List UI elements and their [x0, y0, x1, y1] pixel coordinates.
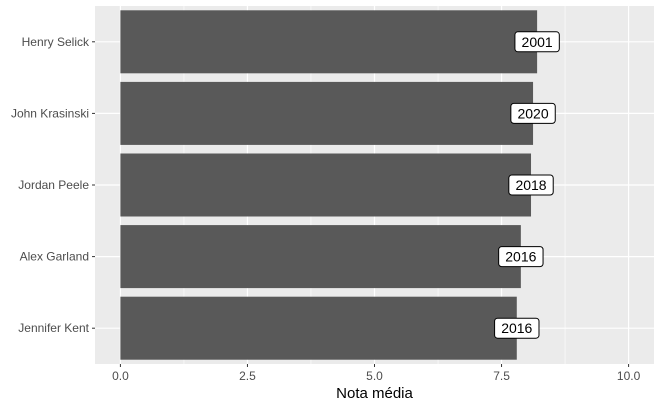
bars: [120, 10, 538, 360]
y-tick-label: Henry Selick: [22, 35, 90, 49]
bar: [120, 225, 521, 289]
y-tick-label: Jennifer Kent: [18, 321, 89, 335]
x-tick-label: 2.5: [239, 369, 256, 383]
bar: [120, 153, 532, 217]
data-label-box: [498, 246, 544, 268]
y-tick-label: John Krasinski: [11, 106, 89, 120]
data-label: 2016: [494, 317, 540, 339]
data-label: 2020: [510, 102, 556, 124]
data-label-text: 2016: [505, 249, 536, 265]
bar: [120, 296, 517, 360]
data-label: 2016: [498, 246, 544, 268]
x-tick-label: 10.0: [617, 369, 641, 383]
data-labels: 2001 2020 2018 2016 2016: [494, 31, 560, 339]
y-tick-label: Jordan Peele: [18, 178, 89, 192]
x-axis: 0.0 2.5 5.0 7.5 10.0: [112, 364, 641, 383]
bar: [120, 81, 534, 145]
data-label-box: [510, 102, 556, 124]
y-tick-label: Alex Garland: [20, 250, 89, 264]
x-tick-label: 0.0: [112, 369, 129, 383]
x-tick-label: 7.5: [493, 369, 510, 383]
data-label: 2001: [514, 31, 560, 53]
data-label: 2018: [508, 174, 554, 196]
data-label-box: [508, 174, 554, 196]
bar: [120, 10, 538, 74]
data-label-box: [514, 31, 560, 53]
data-label-text: 2016: [501, 320, 532, 336]
data-label-box: [494, 317, 540, 339]
x-axis-title: Nota média: [336, 385, 413, 402]
x-tick-label: 5.0: [366, 369, 383, 383]
data-label-text: 2020: [517, 105, 548, 121]
data-label-text: 2018: [515, 177, 546, 193]
y-axis: Henry Selick John Krasinski Jordan Peele Al…: [11, 35, 95, 335]
data-label-text: 2001: [522, 34, 553, 50]
